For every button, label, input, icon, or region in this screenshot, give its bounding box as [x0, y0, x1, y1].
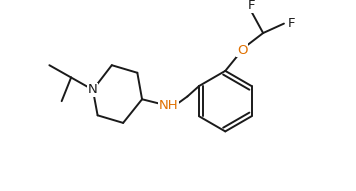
- Text: F: F: [288, 17, 295, 30]
- Text: O: O: [237, 44, 247, 57]
- Text: F: F: [248, 0, 256, 12]
- Text: NH: NH: [159, 99, 178, 112]
- Text: N: N: [88, 83, 98, 96]
